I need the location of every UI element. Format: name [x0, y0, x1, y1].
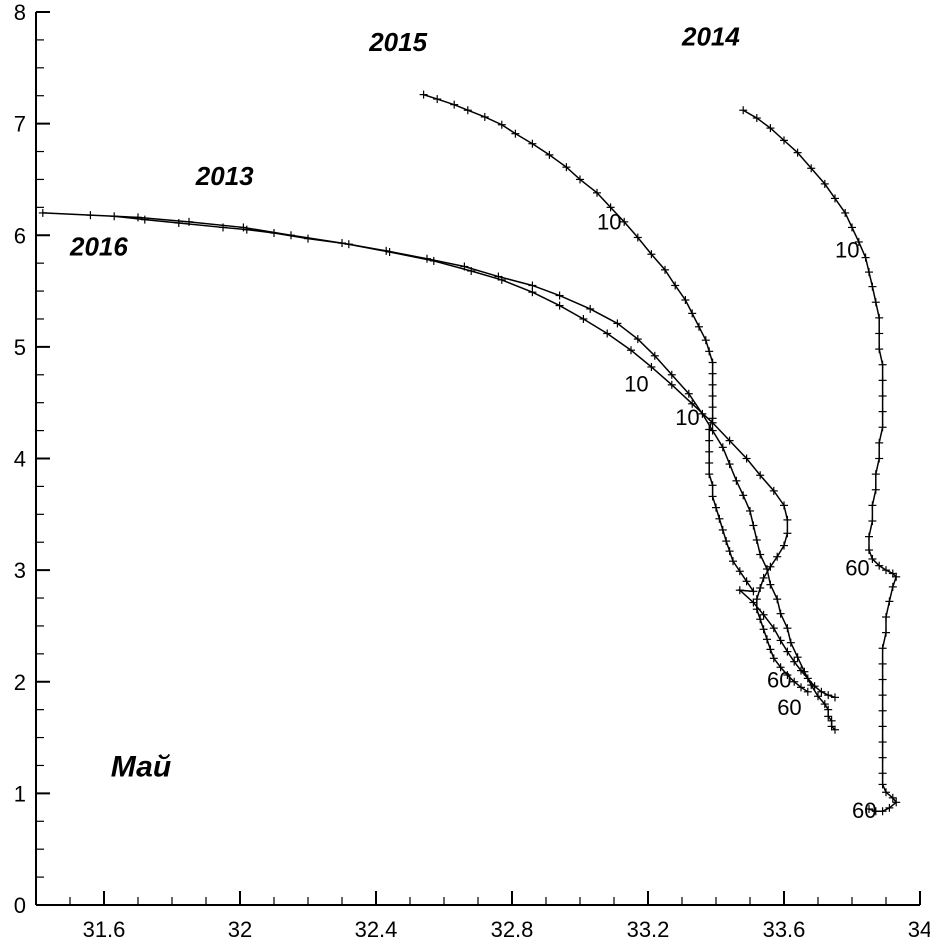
x-tick-label: 33.6 — [763, 917, 806, 942]
depth-annotation: 10 — [597, 210, 621, 235]
x-tick-label: 33.2 — [627, 917, 670, 942]
y-tick-label: 8 — [14, 0, 26, 25]
year-label-2016: 2016 — [69, 231, 128, 261]
y-tick-label: 5 — [14, 335, 26, 360]
chart-svg: 31.63232.432.833.233.6340123456782013201… — [0, 0, 930, 951]
x-tick-label: 32.8 — [491, 917, 534, 942]
x-tick-label: 32 — [228, 917, 252, 942]
y-tick-label: 2 — [14, 670, 26, 695]
depth-annotation: 10 — [624, 372, 648, 397]
year-label-2013: 2013 — [195, 161, 254, 191]
y-tick-label: 0 — [14, 893, 26, 918]
month-label: Май — [111, 751, 171, 784]
depth-annotation: 10 — [835, 238, 859, 263]
depth-annotation: 60 — [777, 695, 801, 720]
depth-annotation: 60 — [845, 556, 869, 581]
x-tick-label: 31.6 — [83, 917, 126, 942]
x-tick-label: 32.4 — [355, 917, 398, 942]
y-tick-label: 3 — [14, 558, 26, 583]
y-tick-label: 1 — [14, 781, 26, 806]
depth-annotation: 60 — [767, 667, 791, 692]
year-label-2014: 2014 — [681, 21, 740, 51]
ts-diagram-may: { "chart": { "type": "line", "width_px":… — [0, 0, 930, 951]
y-tick-label: 7 — [14, 112, 26, 137]
series-line-2013 — [114, 216, 835, 729]
y-tick-label: 6 — [14, 223, 26, 248]
series-line-2016 — [43, 213, 808, 692]
y-tick-label: 4 — [14, 447, 26, 472]
depth-annotation: 60 — [852, 798, 876, 823]
series-line-2014 — [743, 110, 896, 811]
year-label-2015: 2015 — [368, 27, 427, 57]
x-tick-label: 34 — [908, 917, 930, 942]
depth-annotation: 10 — [675, 405, 699, 430]
